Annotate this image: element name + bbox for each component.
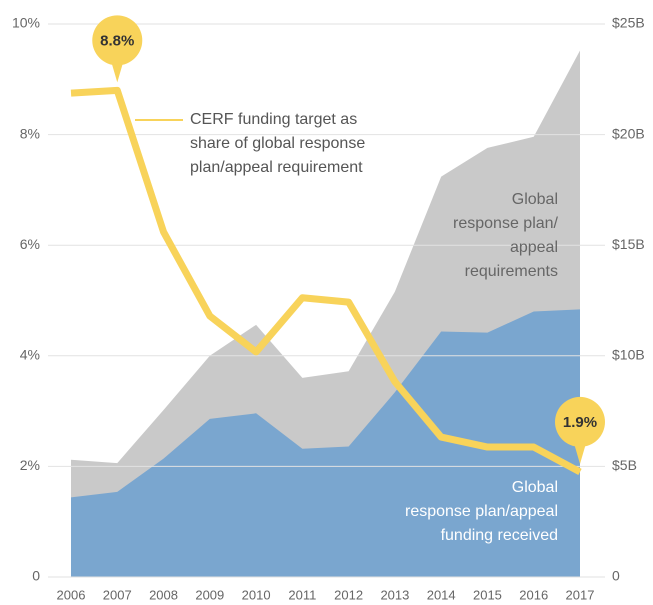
area [71, 309, 580, 577]
series-label: Global [512, 479, 558, 496]
value-label: 8.8% [100, 32, 134, 49]
series-label: plan/appeal requirement [190, 159, 363, 176]
series-label: funding received [441, 527, 558, 544]
x-tick-label: 2015 [473, 587, 502, 602]
y2-tick-label: $5B [612, 457, 637, 473]
series-label: CERF funding target as [190, 111, 357, 128]
x-tick-label: 2016 [519, 587, 548, 602]
callout-bubble [555, 396, 605, 447]
series-label: share of global response [190, 135, 365, 152]
y2-tick-label: 0 [612, 568, 620, 584]
line [70, 86, 582, 476]
y-tick-label: 6% [20, 236, 40, 252]
y-tick-label: 2% [20, 457, 40, 473]
y2-tick-label: $10B [612, 347, 645, 363]
x-tick-label: 2007 [103, 587, 132, 602]
x-tick-label: 2012 [334, 587, 363, 602]
y2-tick-label: $25B [612, 15, 645, 31]
x-tick-label: 2009 [195, 587, 224, 602]
x-tick-label: 2017 [566, 587, 595, 602]
y-tick-label: 8% [20, 125, 40, 141]
series-label: requirements [465, 263, 558, 280]
x-tick-label: 2010 [242, 587, 271, 602]
y2-tick-label: $20B [612, 125, 645, 141]
series-label: appeal [510, 239, 558, 256]
y-tick-label: 10% [12, 15, 40, 31]
callout-bubble [92, 15, 143, 66]
y2-tick-label: $15B [612, 236, 645, 252]
y-tick-label: 4% [20, 347, 40, 363]
y-tick-label: 0 [32, 568, 40, 584]
series-label: response plan/appeal [405, 503, 558, 520]
series-label: response plan/ [453, 215, 559, 232]
x-tick-label: 2008 [149, 587, 178, 602]
x-tick-label: 2011 [288, 587, 316, 602]
value-label: 1.9% [563, 414, 597, 431]
x-tick-label: 2013 [380, 587, 409, 602]
x-tick-label: 2014 [427, 587, 456, 602]
x-tick-label: 2006 [57, 587, 86, 602]
series-label: Global [512, 191, 558, 208]
